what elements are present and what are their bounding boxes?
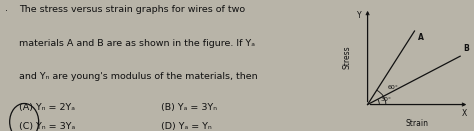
Text: (B) Yₐ = 3Yₙ: (B) Yₐ = 3Yₙ: [161, 103, 217, 113]
Text: (C) Yₙ = 3Yₐ: (C) Yₙ = 3Yₐ: [19, 122, 75, 131]
Text: 30°: 30°: [381, 97, 392, 102]
Text: .: .: [5, 4, 8, 13]
Text: B: B: [463, 44, 468, 53]
Text: (D) Yₐ = Yₙ: (D) Yₐ = Yₙ: [161, 122, 212, 131]
Text: Y: Y: [357, 11, 362, 20]
Text: 60°: 60°: [387, 85, 398, 90]
Text: X: X: [461, 110, 466, 118]
Text: Strain: Strain: [406, 119, 428, 128]
Text: The stress versus strain graphs for wires of two: The stress versus strain graphs for wire…: [19, 5, 246, 14]
Text: A: A: [419, 33, 424, 42]
Text: materials A and B are as shown in the figure. If Yₐ: materials A and B are as shown in the fi…: [19, 39, 255, 48]
Text: Stress: Stress: [342, 46, 351, 69]
Text: (A) Yₙ = 2Yₐ: (A) Yₙ = 2Yₐ: [19, 103, 75, 113]
Text: and Yₙ are young's modulus of the materials, then: and Yₙ are young's modulus of the materi…: [19, 72, 258, 81]
